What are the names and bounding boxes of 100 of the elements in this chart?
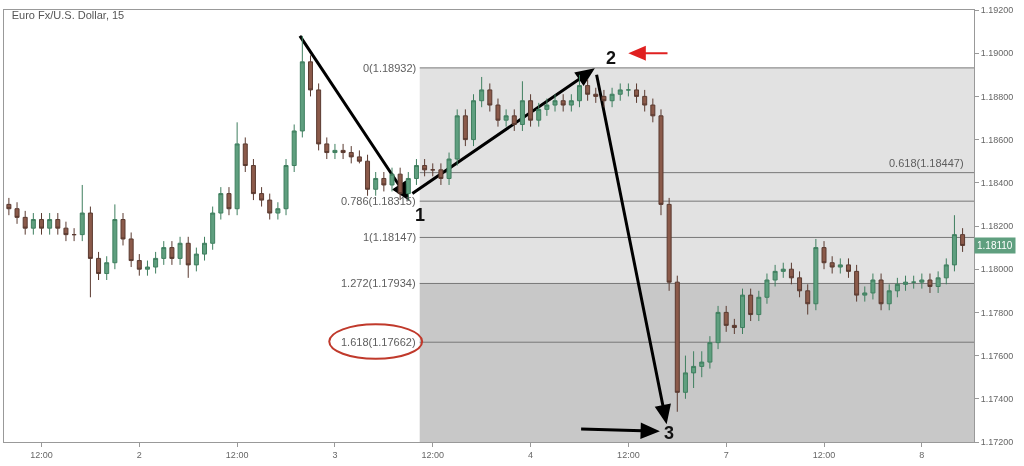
candlestick [226,186,232,216]
x-tick-label: 12:00 [421,449,445,460]
candlestick [845,257,851,279]
candlestick [642,89,648,113]
candlestick [951,214,957,272]
candlestick [283,158,289,216]
ref-line-label: 0.786(1.18315) [341,195,416,207]
candlestick [479,76,485,108]
candlestick [862,285,868,303]
y-tick-label: 1.19200 [980,5,1014,16]
candlestick [144,260,150,277]
candlestick [242,136,248,173]
candlestick [813,238,819,311]
candlestick [430,162,436,177]
candlestick [495,98,501,128]
candlestick [161,240,167,266]
y-tick-label: 1.17800 [980,307,1014,318]
candlestick [585,78,591,102]
annotation: 3 [664,423,675,443]
candlestick [919,273,925,290]
candlestick [568,93,574,113]
candlestick [903,275,909,292]
candlestick [503,108,509,128]
x-tick-label: 4 [528,449,534,460]
candlestick [438,162,444,186]
candlestick [780,262,786,279]
candlestick [788,262,794,285]
candlestick [6,197,12,216]
candlestick [756,290,762,322]
candlestick [112,203,118,270]
x-tick-label: 12:00 [30,449,53,460]
candlestick [128,231,134,268]
candlestick [218,186,224,221]
candlestick [960,227,966,253]
candlestick [291,123,297,173]
candlestick [805,283,811,316]
candlestick [356,149,362,164]
candlestick [381,171,387,192]
candlestick [715,305,721,350]
candlestick [22,210,28,236]
y-tick-label: 1.18400 [980,177,1014,188]
candlestick [544,98,550,117]
chart-title: Euro Fx/U.S. Dollar, 15 [11,9,125,22]
candlestick [454,108,460,167]
x-tick-label: 3 [332,449,338,460]
candlestick [389,167,395,192]
candlestick [79,184,85,242]
candlestick [740,288,745,335]
candlestick [829,255,835,275]
candlestick [870,273,876,300]
candlestick [854,264,860,303]
candlestick [682,355,688,400]
candlestick [658,108,664,216]
candlestick [699,350,705,378]
candlestick [487,82,493,113]
candlestick [536,102,542,128]
candlestick [365,154,371,197]
candlestick [797,270,803,298]
y-tick-label: 1.18000 [980,264,1014,275]
ref-line-label: 1.618(1.17662) [341,336,416,348]
candlestick [87,206,93,298]
candlestick [723,305,729,333]
candlestick [153,251,159,275]
candlestick [267,193,273,221]
x-tick-label: 12:00 [225,449,249,460]
candlestick [340,143,346,160]
candlestick [935,270,941,294]
y-tick-label: 1.17200 [980,437,1014,448]
y-tick-label: 1.18800 [980,91,1014,102]
candlestick [837,257,843,275]
candlestick [609,87,615,108]
candlestick [625,82,631,97]
x-tick-label: 12:00 [617,449,640,460]
candlestick [55,212,61,236]
y-tick-label: 1.18600 [980,134,1014,145]
annotation: 1.18110 [977,240,1013,251]
candlestick [210,206,216,251]
candlestick [169,240,175,266]
candlestick [63,221,69,242]
candlestick [731,318,737,335]
candlestick [462,108,468,147]
candlestick [193,247,199,272]
candlestick [528,93,534,128]
candlestick [886,283,892,311]
candlestick [634,82,640,104]
candlestick [674,275,680,413]
ref-line-label: 0.618(1.18447) [889,157,964,169]
candlestick [39,212,44,236]
x-tick-label: 8 [919,449,925,460]
candlestick [47,212,53,236]
candlestick [259,186,265,208]
candlestick [617,82,623,102]
annotation: 1 [415,205,426,225]
candlestick [324,136,330,160]
candlestick [104,255,110,281]
candlestick [373,171,379,197]
candlestick [519,80,525,132]
candlestick [348,145,354,164]
y-tick-label: 1.18200 [980,221,1014,232]
candlestick [911,275,917,290]
